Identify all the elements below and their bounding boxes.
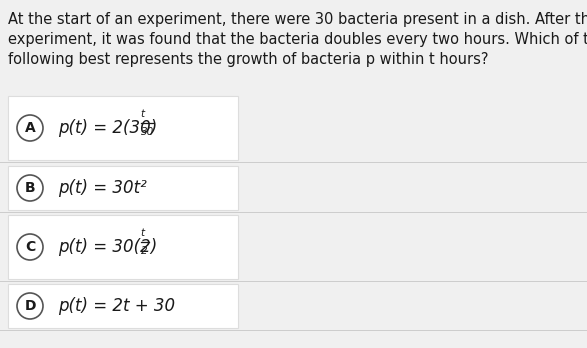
- Bar: [8, 96, 238, 160]
- Bar: [0, 164, 587, 212]
- Text: t: t: [141, 228, 145, 238]
- Bar: [0, 94, 587, 162]
- Text: p(t) = 30(2): p(t) = 30(2): [58, 238, 157, 256]
- Bar: [0, 282, 587, 330]
- Text: A: A: [25, 121, 35, 135]
- Circle shape: [17, 234, 43, 260]
- Text: p(t) = 2(30): p(t) = 2(30): [58, 119, 157, 137]
- Text: following best represents the growth of bacteria p within t hours?: following best represents the growth of …: [8, 52, 488, 67]
- Bar: [8, 166, 238, 210]
- Text: experiment, it was found that the bacteria doubles every two hours. Which of the: experiment, it was found that the bacter…: [8, 32, 587, 47]
- Text: 30: 30: [141, 127, 154, 137]
- Circle shape: [17, 175, 43, 201]
- Circle shape: [17, 115, 43, 141]
- Text: t: t: [141, 109, 145, 119]
- Bar: [0, 0, 587, 90]
- Text: D: D: [24, 299, 36, 313]
- Bar: [0, 213, 587, 281]
- Text: 2: 2: [141, 246, 147, 256]
- Bar: [8, 284, 238, 328]
- Text: At the start of an experiment, there were 30 bacteria present in a dish. After t: At the start of an experiment, there wer…: [8, 12, 587, 27]
- Circle shape: [17, 293, 43, 319]
- Text: p(t) = 30t²: p(t) = 30t²: [58, 179, 147, 197]
- Text: p(t) = 2t + 30: p(t) = 2t + 30: [58, 297, 175, 315]
- Text: B: B: [25, 181, 35, 195]
- Bar: [8, 215, 238, 279]
- Text: C: C: [25, 240, 35, 254]
